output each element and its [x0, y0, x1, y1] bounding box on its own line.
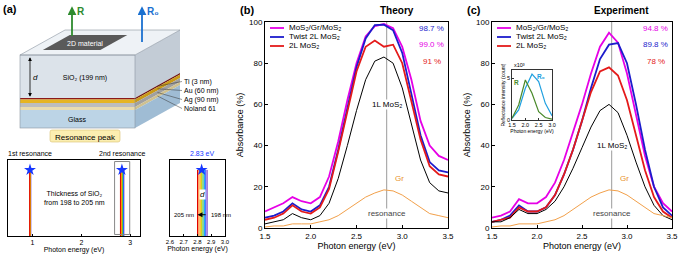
- svg-text:3: 3: [128, 239, 132, 246]
- svg-text:(c): (c): [467, 4, 481, 16]
- svg-text:80: 80: [253, 59, 262, 68]
- svg-text:Twist 2L MoS₂: Twist 2L MoS₂: [289, 32, 340, 41]
- svg-text:3.5: 3.5: [442, 232, 454, 241]
- svg-text:2L MoS₂: 2L MoS₂: [516, 41, 546, 50]
- svg-text:1L MoS₂: 1L MoS₂: [372, 100, 402, 109]
- svg-text:MoS₂/Gr/MoS₂: MoS₂/Gr/MoS₂: [516, 23, 568, 32]
- svg-text:205 nm: 205 nm: [174, 212, 194, 218]
- svg-text:Glass: Glass: [68, 116, 86, 123]
- svg-text:Reflectance intensity (count): Reflectance intensity (count): [500, 63, 506, 126]
- svg-text:2.0: 2.0: [305, 232, 317, 241]
- svg-text:198 nm: 198 nm: [211, 212, 231, 218]
- svg-text:0: 0: [507, 117, 510, 123]
- svg-text:2nd resonance: 2nd resonance: [99, 150, 145, 157]
- svg-text:Absorbance (%): Absorbance (%): [462, 93, 472, 158]
- svg-text:(b): (b): [240, 4, 254, 16]
- svg-text:resonance: resonance: [593, 209, 631, 218]
- svg-text:2.8: 2.8: [193, 239, 202, 245]
- svg-text:Twist 2L MoS₂: Twist 2L MoS₂: [516, 32, 567, 41]
- svg-text:2.83 eV: 2.83 eV: [190, 150, 214, 157]
- svg-text:0: 0: [258, 224, 263, 233]
- svg-text:3.0: 3.0: [621, 232, 633, 241]
- svg-text:1.5: 1.5: [486, 232, 498, 241]
- svg-text:Experiment: Experiment: [594, 5, 649, 16]
- svg-text:d: d: [200, 190, 205, 199]
- svg-text:20: 20: [253, 183, 262, 192]
- svg-text:2: 2: [79, 239, 83, 246]
- svg-text:3.5: 3.5: [666, 232, 678, 241]
- svg-text:Gr: Gr: [395, 174, 404, 183]
- svg-text:1st resonance: 1st resonance: [8, 150, 52, 157]
- svg-text:78 %: 78 %: [647, 57, 665, 66]
- svg-text:R₀: R₀: [537, 73, 545, 80]
- svg-text:20: 20: [480, 183, 489, 192]
- svg-text:Thickness of SiO₂from 198 to 2: Thickness of SiO₂from 198 to 205 nm: [44, 190, 105, 206]
- svg-text:3.0: 3.0: [397, 232, 409, 241]
- svg-text:94.8 %: 94.8 %: [643, 24, 668, 33]
- svg-text:99.0 %: 99.0 %: [419, 40, 444, 49]
- svg-text:2L MoS₂: 2L MoS₂: [289, 41, 319, 50]
- svg-text:Noland 61: Noland 61: [184, 105, 216, 112]
- svg-text:Ag (90 nm): Ag (90 nm): [184, 96, 219, 104]
- svg-text:60: 60: [480, 100, 489, 109]
- svg-text:Ti (3 nm): Ti (3 nm): [184, 78, 212, 86]
- svg-text:Absorbance (%): Absorbance (%): [235, 93, 245, 158]
- svg-text:80: 80: [480, 59, 489, 68]
- svg-text:2D material: 2D material: [67, 40, 103, 47]
- svg-text:5: 5: [507, 75, 510, 81]
- svg-text:SiO₂ (199 nm): SiO₂ (199 nm): [63, 74, 107, 82]
- svg-text:2.0: 2.0: [531, 232, 543, 241]
- svg-text:Theory: Theory: [380, 5, 414, 16]
- svg-text:R: R: [514, 79, 519, 86]
- svg-text:Resonance peak: Resonance peak: [55, 133, 116, 142]
- svg-text:Photon energy (eV): Photon energy (eV): [510, 128, 554, 134]
- svg-text:MoS₂/Gr/MoS₂: MoS₂/Gr/MoS₂: [289, 23, 341, 32]
- svg-text:3.0: 3.0: [221, 239, 230, 245]
- svg-text:Photon energy (eV): Photon energy (eV): [167, 245, 228, 253]
- svg-text:2.0: 2.0: [522, 122, 530, 128]
- svg-text:3.0: 3.0: [548, 122, 556, 128]
- svg-text:resonance: resonance: [368, 209, 406, 218]
- svg-text:R₀: R₀: [147, 6, 159, 17]
- svg-text:2.5: 2.5: [535, 122, 543, 128]
- svg-text:89.8 %: 89.8 %: [643, 40, 668, 49]
- svg-text:1.5: 1.5: [259, 232, 271, 241]
- svg-text:40: 40: [253, 141, 262, 150]
- svg-text:2.5: 2.5: [576, 232, 588, 241]
- svg-text:0: 0: [485, 224, 490, 233]
- svg-text:1L MoS₂: 1L MoS₂: [597, 141, 627, 150]
- svg-text:91 %: 91 %: [423, 57, 441, 66]
- svg-text:2.7: 2.7: [180, 239, 189, 245]
- svg-text:98.7 %: 98.7 %: [419, 24, 444, 33]
- svg-text:1.5: 1.5: [508, 122, 516, 128]
- svg-text:x10³: x10³: [514, 62, 525, 68]
- svg-text:Au (60 nm): Au (60 nm): [184, 87, 219, 95]
- svg-text:(a): (a): [3, 3, 17, 15]
- svg-text:2.9: 2.9: [207, 239, 216, 245]
- svg-text:40: 40: [480, 141, 489, 150]
- svg-text:Gr: Gr: [620, 174, 629, 183]
- svg-text:Photon energy (eV): Photon energy (eV): [543, 241, 621, 251]
- svg-text:2.6: 2.6: [166, 239, 175, 245]
- svg-text:d: d: [33, 73, 38, 82]
- svg-text:2.5: 2.5: [351, 232, 363, 241]
- svg-text:60: 60: [253, 100, 262, 109]
- svg-text:Photon energy (eV): Photon energy (eV): [317, 241, 395, 251]
- svg-text:Photon energy (eV): Photon energy (eV): [44, 246, 105, 254]
- svg-text:100: 100: [476, 18, 490, 27]
- svg-text:1: 1: [30, 239, 34, 246]
- svg-text:R: R: [77, 6, 85, 17]
- svg-text:100: 100: [249, 18, 263, 27]
